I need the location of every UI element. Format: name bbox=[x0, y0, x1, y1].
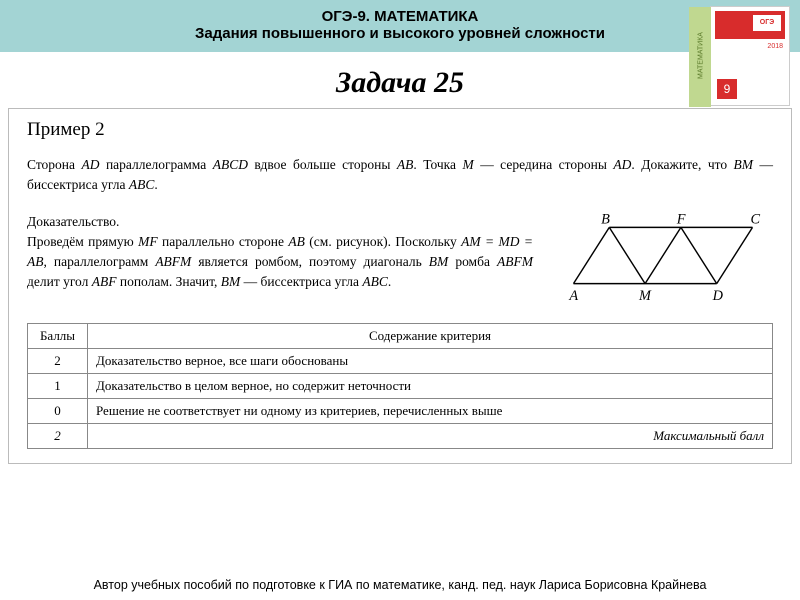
criteria-points: 0 bbox=[28, 398, 88, 423]
var-AD: AD bbox=[81, 157, 99, 172]
book-badge: ОГЭ bbox=[753, 15, 781, 31]
header-title: ОГЭ-9. МАТЕМАТИКА bbox=[10, 8, 790, 25]
criteria-text: Доказательство в целом верное, но содерж… bbox=[88, 373, 773, 398]
max-label: Максимальный балл bbox=[88, 423, 773, 448]
criteria-points: 1 bbox=[28, 373, 88, 398]
proof-label: Доказательство. bbox=[27, 212, 533, 232]
txt: Сторона bbox=[27, 157, 81, 172]
var-ABF: ABF bbox=[92, 274, 117, 289]
criteria-row: 2Доказательство верное, все шаги обоснов… bbox=[28, 348, 773, 373]
criteria-table: Баллы Содержание критерия 2Доказательств… bbox=[27, 323, 773, 449]
book-spine: МАТЕМАТИКА bbox=[689, 7, 711, 107]
var-MF: MF bbox=[138, 234, 158, 249]
var-BM: BM bbox=[734, 157, 754, 172]
footer-author: Автор учебных пособий по подготовке к ГИ… bbox=[0, 578, 800, 592]
figure-label-B: B bbox=[601, 212, 610, 227]
book-year: 2018 bbox=[767, 43, 783, 50]
var-ABC: ABC bbox=[129, 177, 155, 192]
example-label: Пример 2 bbox=[27, 119, 773, 141]
txt: является ромбом, поэтому диагональ bbox=[191, 254, 428, 269]
txt: . Точка bbox=[413, 157, 462, 172]
var-AB: AB bbox=[288, 234, 305, 249]
col-content-header: Содержание критерия bbox=[88, 323, 773, 348]
var-BM: BM bbox=[221, 274, 241, 289]
var-AB: AB bbox=[397, 157, 414, 172]
proof-text: Доказательство. Проведём прямую MF парал… bbox=[27, 212, 533, 309]
criteria-row: 0Решение не соответствует ни одному из к… bbox=[28, 398, 773, 423]
proof-row: Доказательство. Проведём прямую MF парал… bbox=[27, 212, 773, 309]
txt: . Докажите, что bbox=[631, 157, 733, 172]
max-points: 2 bbox=[28, 423, 88, 448]
criteria-row: 1Доказательство в целом верное, но содер… bbox=[28, 373, 773, 398]
var-M: M bbox=[462, 157, 473, 172]
criteria-text: Доказательство верное, все шаги обоснова… bbox=[88, 348, 773, 373]
txt: параллельно стороне bbox=[158, 234, 289, 249]
var-ABC: ABC bbox=[362, 274, 388, 289]
txt: ромба bbox=[448, 254, 497, 269]
txt: , параллелограмм bbox=[44, 254, 156, 269]
book-grade: 9 bbox=[717, 79, 737, 99]
figure-label-F: F bbox=[676, 212, 686, 227]
parallelogram-figure: A B C D M F bbox=[553, 212, 773, 309]
task-title: Задача 25 bbox=[0, 66, 800, 100]
criteria-points: 2 bbox=[28, 348, 88, 373]
txt: . bbox=[154, 177, 157, 192]
col-points-header: Баллы bbox=[28, 323, 88, 348]
figure-label-D: D bbox=[712, 287, 724, 303]
txt: вдвое больше стороны bbox=[248, 157, 397, 172]
var-ABFM: ABFM bbox=[497, 254, 533, 269]
var-ABFM: ABFM bbox=[155, 254, 191, 269]
content-box: Пример 2 Сторона AD параллелограмма ABCD… bbox=[8, 108, 792, 464]
var-ABCD: ABCD bbox=[213, 157, 248, 172]
figure-label-C: C bbox=[750, 212, 760, 227]
criteria-max-row: 2Максимальный балл bbox=[28, 423, 773, 448]
var-AD: AD bbox=[613, 157, 631, 172]
txt: (см. рисунок). Поскольку bbox=[305, 234, 461, 249]
header-band: ОГЭ-9. МАТЕМАТИКА Задания повышенного и … bbox=[0, 0, 800, 52]
txt: . bbox=[388, 274, 391, 289]
txt: пополам. Значит, bbox=[116, 274, 220, 289]
txt: делит угол bbox=[27, 274, 92, 289]
criteria-text: Решение не соответствует ни одному из кр… bbox=[88, 398, 773, 423]
problem-statement: Сторона AD параллелограмма ABCD вдвое бо… bbox=[27, 155, 773, 196]
txt: Проведём прямую bbox=[27, 234, 138, 249]
figure-label-M: M bbox=[638, 287, 652, 303]
book-cover-thumbnail: МАТЕМАТИКА ОГЭ 2018 9 bbox=[710, 6, 790, 106]
txt: — биссектриса угла bbox=[240, 274, 362, 289]
txt: — середина стороны bbox=[474, 157, 614, 172]
book-spine-text: МАТЕМАТИКА bbox=[698, 16, 705, 96]
txt: параллелограмма bbox=[99, 157, 212, 172]
figure-label-A: A bbox=[568, 287, 578, 303]
criteria-header-row: Баллы Содержание критерия bbox=[28, 323, 773, 348]
var-BM: BM bbox=[429, 254, 449, 269]
header-subtitle: Задания повышенного и высокого уровней с… bbox=[10, 25, 790, 42]
